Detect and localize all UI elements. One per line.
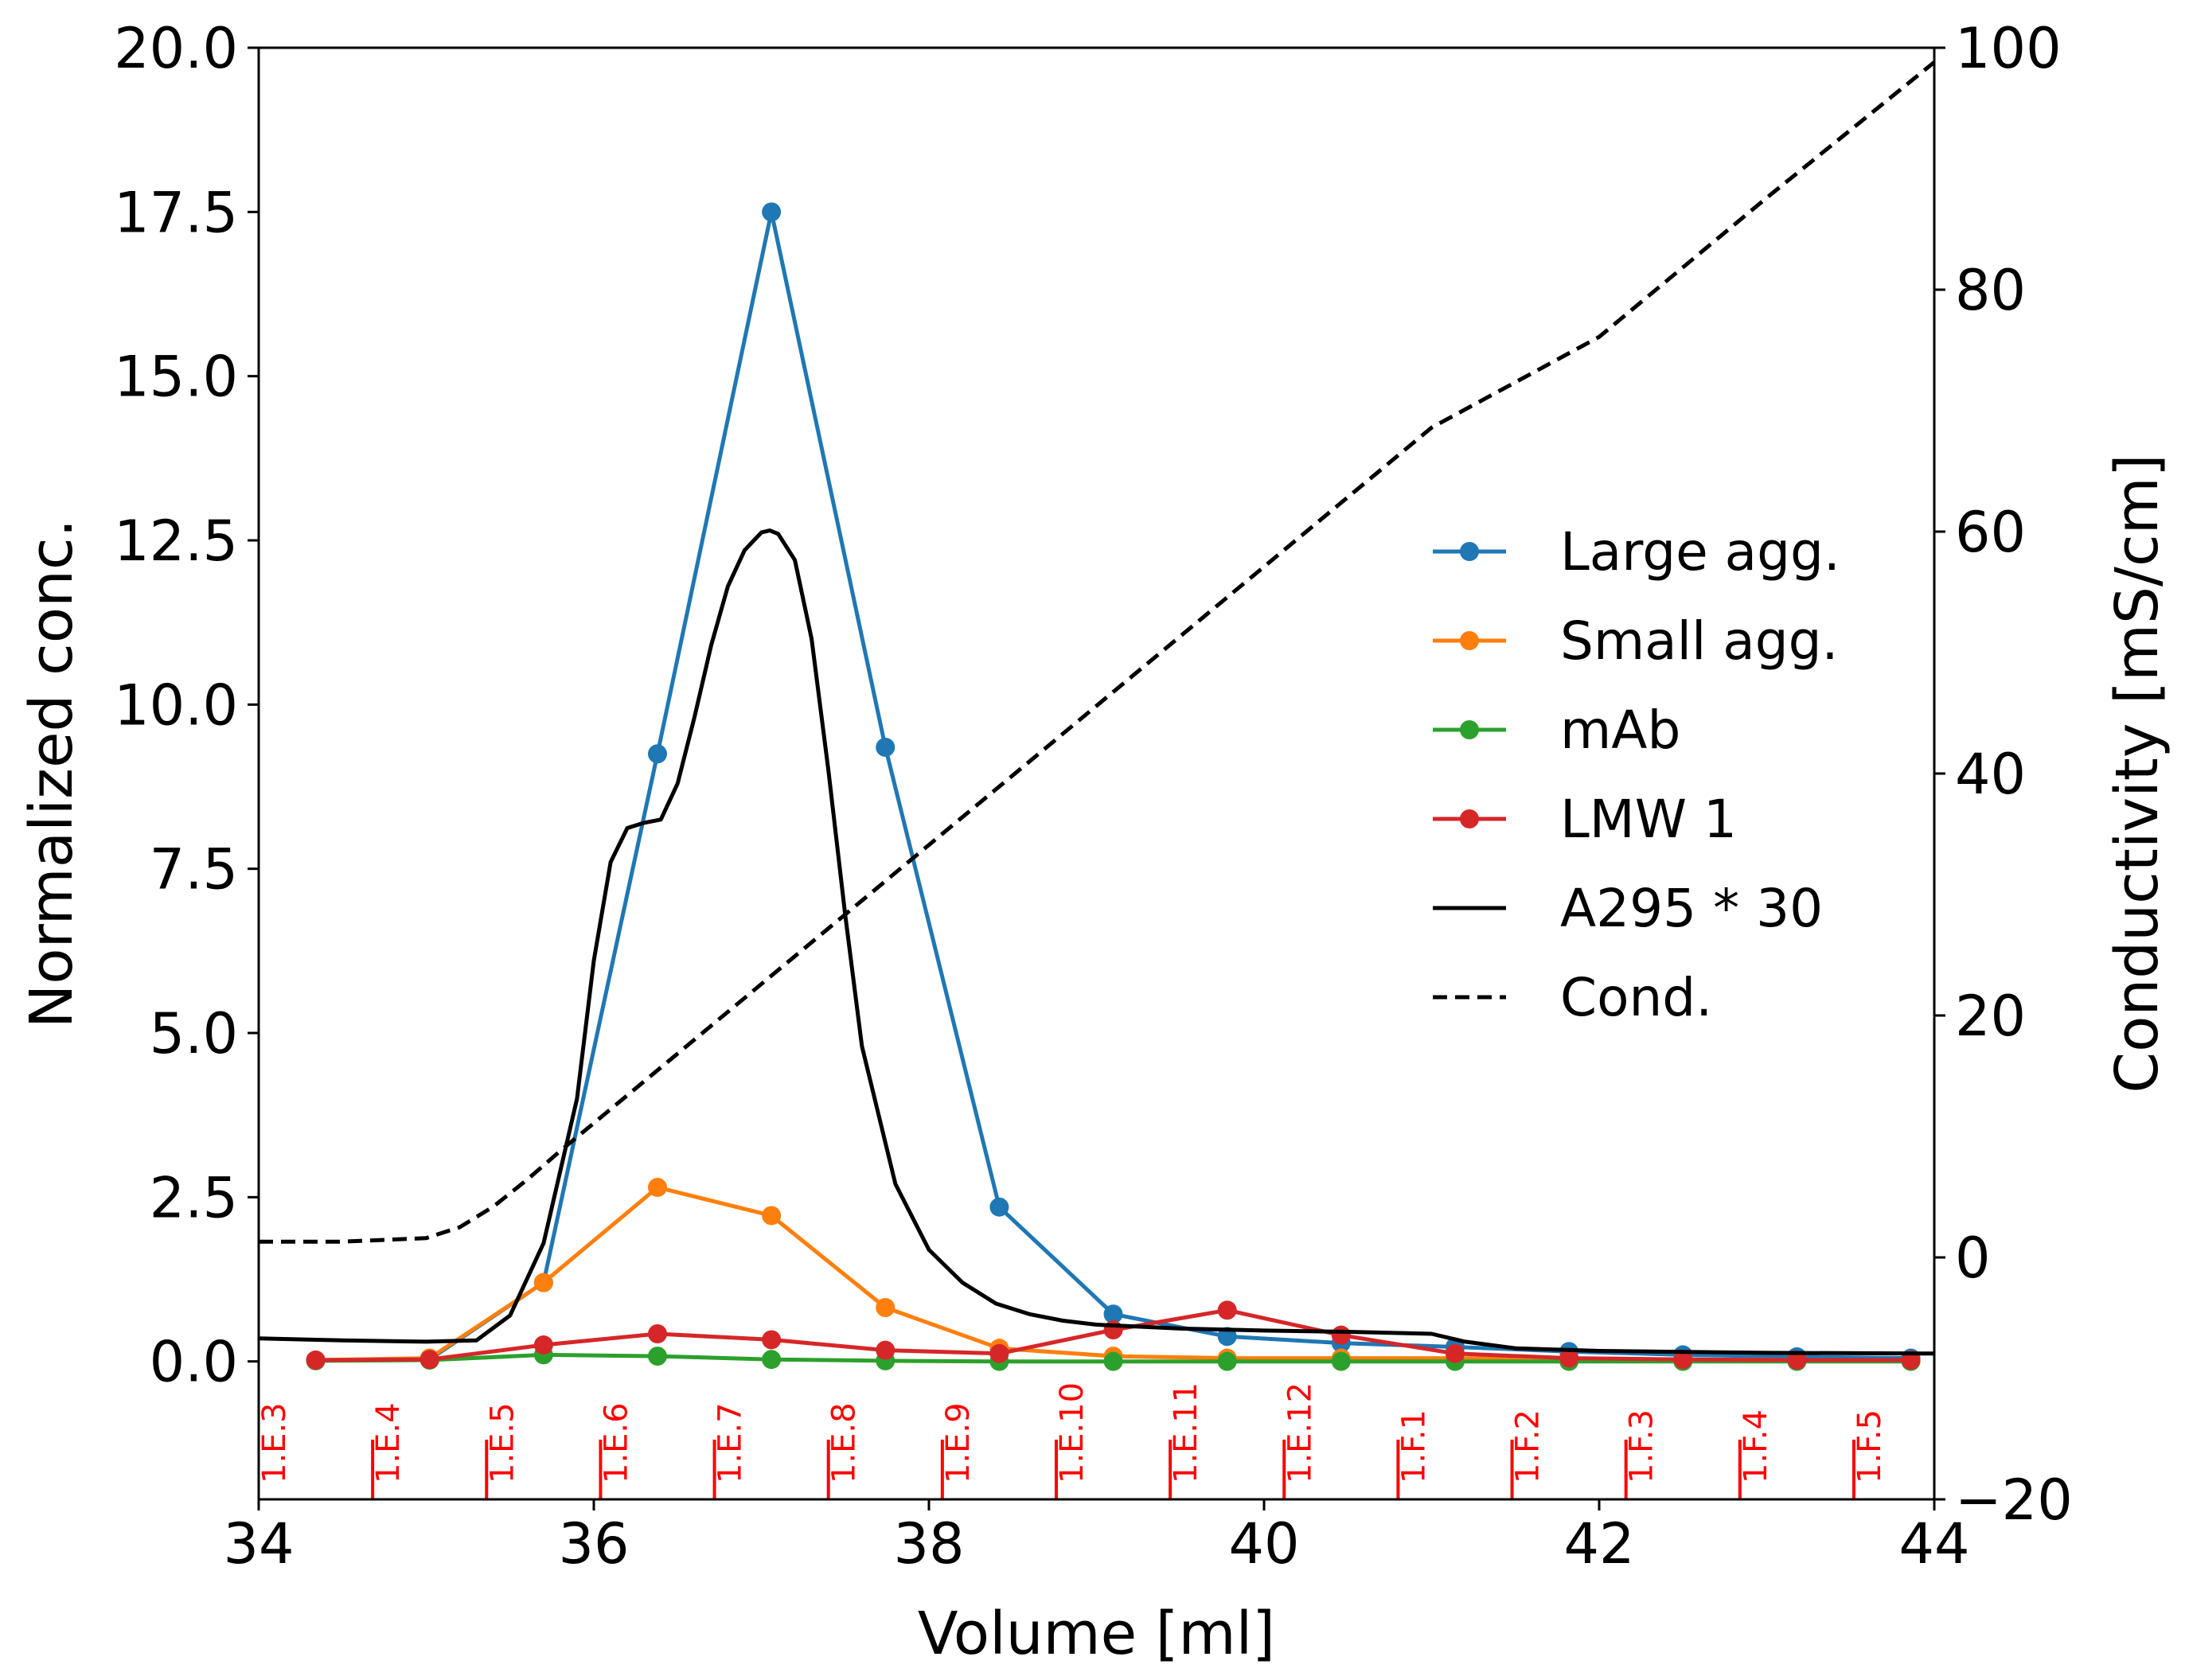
y-axis-left: 0.0 2.5 5.0 7.5 10.0 12.5 15.0 17.5 20.0 <box>114 16 259 1395</box>
data-point-large-agg <box>647 744 667 764</box>
x-axis: 34 36 38 40 42 44 <box>223 1499 1970 1577</box>
y-right-tick-label: 100 <box>1955 16 2062 81</box>
legend-label-large-agg: Large agg. <box>1560 521 1840 583</box>
data-point-lmw-1 <box>989 1343 1009 1363</box>
data-point-lmw-1 <box>533 1335 553 1355</box>
data-point-small-agg <box>647 1177 667 1197</box>
data-point-lmw-1 <box>419 1350 439 1370</box>
data-point-lmw-1 <box>1445 1343 1465 1363</box>
data-point-lmw-1 <box>306 1351 326 1370</box>
data-point-lmw-1 <box>876 1340 896 1360</box>
fraction-label: 1.E.8 <box>826 1402 863 1483</box>
data-point-large-agg <box>989 1197 1009 1217</box>
data-point-large-agg <box>876 737 896 757</box>
y-axis-right-title: Conductivity [mS/cm] <box>2103 454 2171 1093</box>
y-left-tick-label: 12.5 <box>114 509 238 574</box>
plot-series <box>258 60 1936 1371</box>
y-right-tick-label: 40 <box>1955 742 2026 807</box>
data-point-mab <box>647 1347 667 1366</box>
x-tick-label: 42 <box>1563 1511 1634 1577</box>
fraction-label: 1.E.11 <box>1168 1382 1204 1483</box>
y-axis-right: −20 0 20 40 60 80 100 <box>1934 16 2073 1533</box>
data-point-large-agg <box>762 202 782 222</box>
fraction-label: 1.E.9 <box>940 1402 977 1483</box>
fraction-label: 1.F.4 <box>1738 1409 1774 1483</box>
legend-label-a295-30: A295 * 30 <box>1560 878 1823 939</box>
data-point-lmw-1 <box>1217 1300 1237 1320</box>
y-left-tick-label: 0.0 <box>150 1330 238 1395</box>
fraction-label: 1.F.3 <box>1624 1409 1660 1483</box>
legend-label-cond: Cond. <box>1560 967 1712 1028</box>
data-point-small-agg <box>876 1298 896 1318</box>
fraction-label: 1.E.10 <box>1054 1382 1091 1483</box>
data-point-lmw-1 <box>1673 1350 1693 1370</box>
data-point-lmw-1 <box>647 1324 667 1344</box>
y-left-tick-label: 5.0 <box>150 1001 238 1066</box>
x-axis-title: Volume [ml] <box>918 1600 1275 1668</box>
legend-marker-lmw-1 <box>1460 809 1479 828</box>
data-point-lmw-1 <box>762 1330 782 1350</box>
y-left-tick-label: 20.0 <box>114 16 238 81</box>
data-point-large-agg <box>1103 1304 1123 1324</box>
data-point-small-agg <box>762 1206 782 1226</box>
y-right-tick-label: 80 <box>1955 258 2026 323</box>
data-point-mab <box>1217 1351 1237 1371</box>
data-point-mab <box>762 1350 782 1370</box>
y-right-tick-label: 20 <box>1955 984 2026 1049</box>
x-tick-label: 38 <box>893 1511 964 1577</box>
y-left-tick-label: 10.0 <box>114 672 238 738</box>
legend-marker-mab <box>1460 720 1479 739</box>
data-point-mab <box>1103 1351 1123 1371</box>
legend-marker-large-agg <box>1460 542 1479 561</box>
y-right-tick-label: −20 <box>1955 1468 2073 1533</box>
series-line-a295-30 <box>258 528 1935 1356</box>
x-tick-label: 34 <box>223 1511 294 1577</box>
fraction-label: 1.E.4 <box>370 1402 407 1483</box>
data-point-lmw-1 <box>1787 1351 1807 1370</box>
data-point-lmw-1 <box>1559 1348 1579 1368</box>
legend-label-lmw-1: LMW 1 <box>1560 789 1737 850</box>
legend: Large agg. Small agg. mAb LMW 1 A295 * 30 Con… <box>1433 521 1840 1028</box>
legend-marker-small-agg <box>1460 631 1479 650</box>
y-left-tick-label: 2.5 <box>150 1165 238 1230</box>
fraction-label: 1.E.6 <box>598 1402 634 1483</box>
legend-label-small-agg: Small agg. <box>1560 610 1839 672</box>
y-left-tick-label: 17.5 <box>114 180 238 245</box>
fraction-label: 1.E.12 <box>1282 1382 1318 1483</box>
y-axis-left-title: Normalized conc. <box>18 519 86 1028</box>
fraction-label: 1.F.2 <box>1510 1409 1547 1483</box>
data-point-small-agg <box>533 1273 553 1292</box>
x-tick-label: 36 <box>558 1511 629 1577</box>
fraction-label: 1.F.1 <box>1395 1409 1432 1483</box>
fraction-label: 1.E.7 <box>712 1402 749 1483</box>
data-point-lmw-1 <box>1331 1325 1351 1345</box>
y-left-tick-label: 15.0 <box>114 345 238 410</box>
y-right-tick-label: 60 <box>1955 500 2026 565</box>
series-line-cond <box>259 60 1936 1244</box>
fraction-markers: 1.E.3 1.E.4 1.E.5 1.E.6 1.E.7 1.E.8 1.E.9 1.E.1… <box>256 1382 1888 1499</box>
data-point-mab <box>1331 1351 1351 1371</box>
y-left-tick-label: 7.5 <box>150 837 238 902</box>
fraction-label: 1.E.5 <box>484 1402 521 1483</box>
y-right-tick-label: 0 <box>1955 1226 1991 1291</box>
fraction-label: 1.F.5 <box>1851 1409 1888 1483</box>
x-tick-label: 44 <box>1898 1511 1969 1577</box>
fraction-label: 1.E.3 <box>256 1402 293 1483</box>
x-tick-label: 40 <box>1228 1511 1299 1577</box>
legend-label-mab: mAb <box>1560 700 1680 761</box>
